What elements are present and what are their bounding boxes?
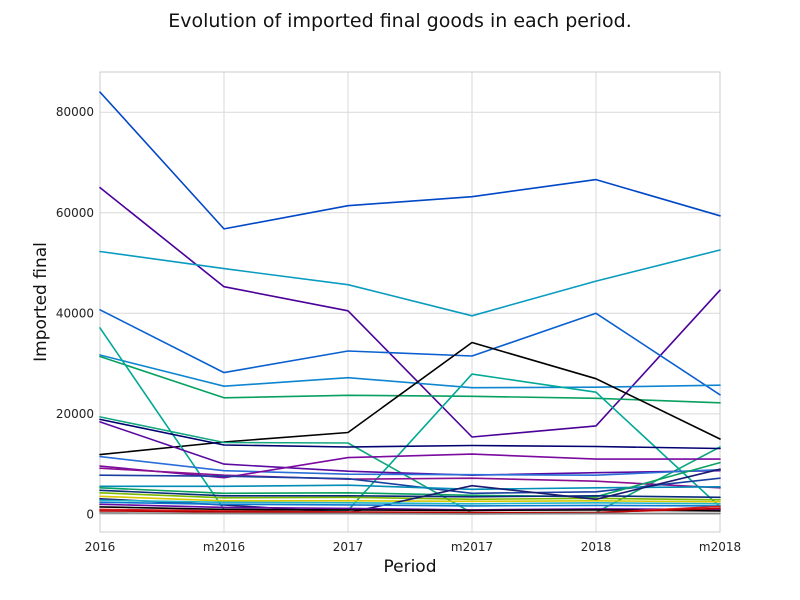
series-line-27 — [99, 507, 721, 514]
series-line-7 — [99, 341, 721, 456]
series-line-19 — [99, 491, 721, 501]
series-line-4 — [99, 308, 721, 396]
y-tick-label: 20000 — [56, 407, 94, 421]
series-line-3 — [99, 249, 721, 317]
y-tick-label: 80000 — [56, 105, 94, 119]
series-line-15 — [99, 474, 721, 495]
y-tick-label: 0 — [86, 507, 94, 521]
x-tick-label: 2017 — [333, 540, 364, 554]
y-tick-label: 40000 — [56, 306, 94, 320]
series-group — [99, 91, 721, 515]
series-line-6 — [99, 355, 721, 404]
series-line-23 — [99, 501, 721, 507]
y-tick-label: 60000 — [56, 206, 94, 220]
series-line-10 — [99, 418, 721, 450]
x-tick-label: 2018 — [581, 540, 612, 554]
x-tick-label: m2018 — [699, 540, 741, 554]
grid — [99, 72, 721, 532]
x-tick-label: m2017 — [451, 540, 493, 554]
series-line-18 — [99, 489, 721, 499]
chart-title: Evolution of imported final goods in eac… — [168, 10, 632, 32]
series-line-22 — [99, 499, 721, 505]
series-line-12 — [99, 455, 721, 477]
y-axis-label: Imported final — [31, 242, 51, 362]
series-line-16 — [99, 484, 721, 491]
x-tick-label: 2016 — [85, 540, 116, 554]
series-line-2 — [99, 186, 721, 438]
series-line-20 — [99, 495, 721, 503]
y-axis-ticks: 0 20000 40000 60000 80000 — [56, 105, 94, 521]
series-line-17 — [99, 461, 721, 498]
series-line-14 — [99, 467, 721, 489]
x-tick-label: m2016 — [203, 540, 245, 554]
series-line-24 — [99, 503, 721, 511]
series-line-11 — [99, 421, 721, 477]
series-line-28 — [99, 512, 721, 515]
series-line-5 — [99, 354, 721, 389]
x-axis-ticks: 2016 m2016 2017 m2017 2018 m2018 — [85, 540, 741, 554]
series-line-8 — [99, 327, 721, 512]
series-line-1 — [99, 91, 721, 230]
x-axis-label: Period — [383, 557, 436, 577]
plot-frame — [99, 71, 721, 533]
series-line-25 — [99, 506, 721, 512]
